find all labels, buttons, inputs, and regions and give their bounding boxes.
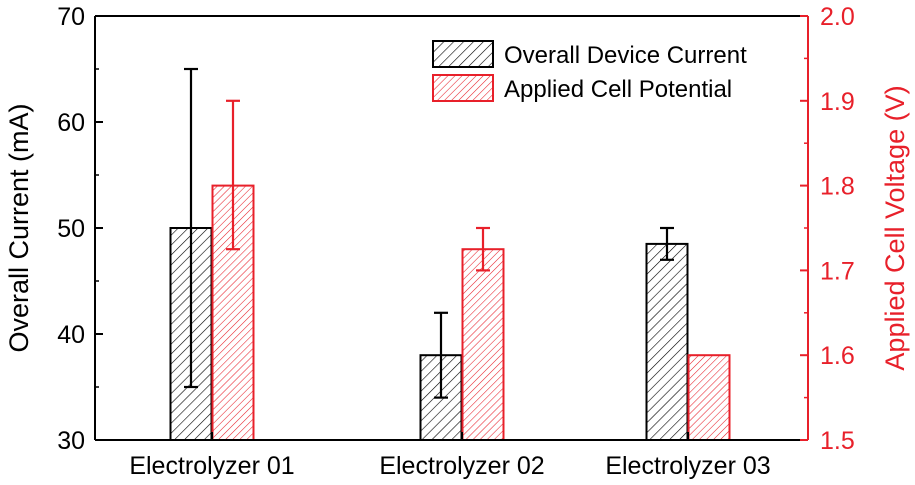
- right-axis-ticks: 1.5 1.6 1.7 1.8 1.9 2.0: [800, 3, 855, 455]
- left-tick-label: 50: [57, 215, 85, 243]
- x-tick-label: Electrolyzer 03: [605, 452, 770, 480]
- bars-layer: [169, 184, 731, 442]
- left-axis-title: Overall Current (mA): [4, 103, 34, 352]
- right-tick-label: 2.0: [820, 3, 855, 31]
- x-tick-label: Electrolyzer 02: [379, 452, 544, 480]
- right-tick-label: 1.9: [820, 88, 855, 116]
- bar-current-3: [645, 242, 689, 441]
- x-tick-label: Electrolyzer 01: [129, 452, 294, 480]
- left-tick-label: 30: [57, 427, 85, 455]
- legend: Overall Device Current Applied Cell Pote…: [432, 40, 747, 103]
- right-tick-label: 1.5: [820, 427, 855, 455]
- legend-swatch-potential: [432, 74, 494, 102]
- legend-label-potential: Applied Cell Potential: [504, 76, 732, 103]
- bar-potential-2: [461, 248, 505, 441]
- left-axis-ticks: 30 40 50 60 70: [57, 3, 103, 455]
- left-tick-label: 60: [57, 109, 85, 137]
- right-tick-label: 1.7: [820, 257, 855, 285]
- legend-label-current: Overall Device Current: [504, 42, 747, 69]
- right-axis-title: Applied Cell Voltage (V): [880, 85, 910, 370]
- legend-swatch-current: [432, 40, 494, 68]
- x-axis-ticks: Electrolyzer 01 Electrolyzer 02 Electrolyz…: [129, 432, 771, 480]
- left-tick-label: 40: [57, 321, 85, 349]
- right-tick-label: 1.6: [820, 342, 855, 370]
- right-tick-label: 1.8: [820, 173, 855, 201]
- bar-potential-3: [687, 354, 731, 442]
- error-bars-layer: [184, 67, 674, 399]
- left-tick-label: 70: [57, 3, 85, 31]
